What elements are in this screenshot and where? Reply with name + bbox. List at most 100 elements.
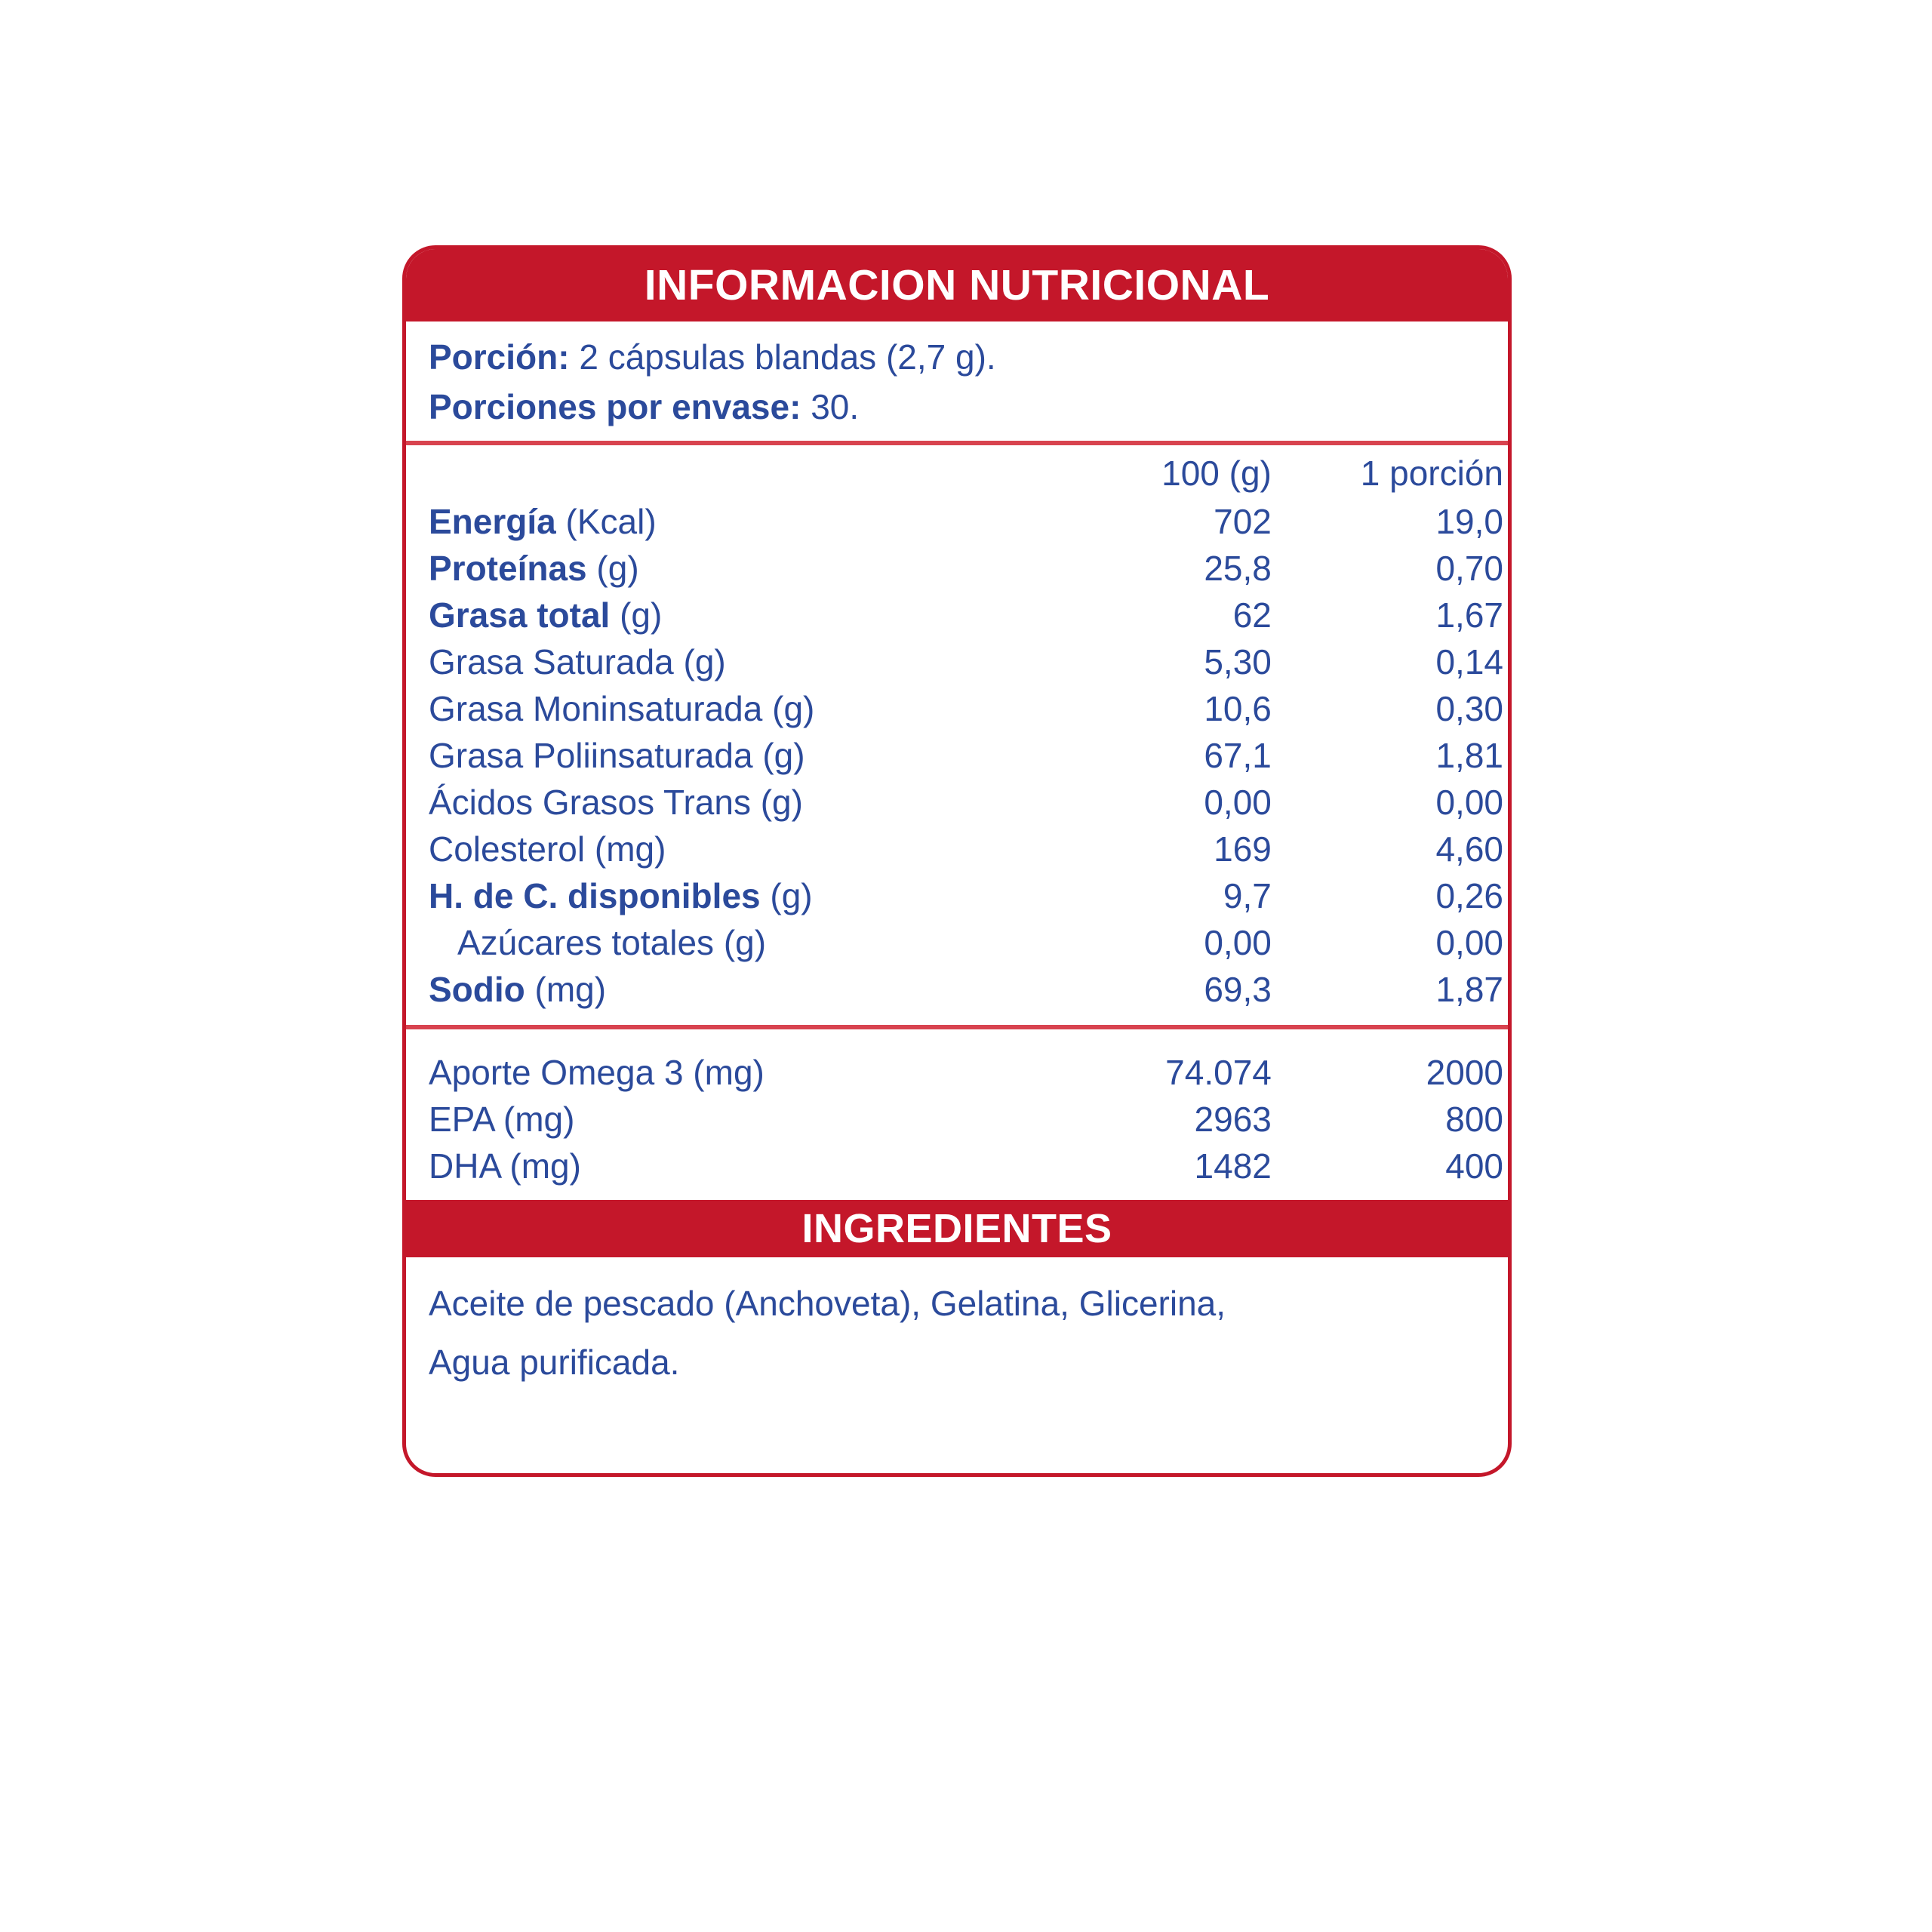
nutrient-name: Energía (Kcal) [406, 498, 1044, 545]
nutrient-key: DHA [429, 1146, 500, 1186]
value-per-portion: 400 [1445, 1146, 1503, 1186]
table-row: Ácidos Grasos Trans (g) 0,00 0,00 [406, 779, 1508, 826]
table-row: DHA (mg) 1482 400 [406, 1143, 1508, 1189]
ingredient-line: Agua purificada. [429, 1343, 680, 1382]
value-per-portion: 19,0 [1435, 502, 1503, 541]
nutrient-unit: (g) [750, 783, 803, 822]
nutrient-name: Sodio (mg) [406, 966, 1044, 1013]
nutrient-unit: (g) [752, 736, 805, 775]
value-per-portion: 0,26 [1435, 876, 1503, 915]
value-per-portion: 0,14 [1435, 642, 1503, 681]
nutrient-unit: (Kcal) [555, 502, 657, 541]
value-per-portion: 2000 [1426, 1053, 1503, 1092]
table-row: Energía (Kcal) 702 19,0 [406, 498, 1508, 545]
nutrient-unit: (mg) [500, 1146, 581, 1186]
nutrient-key: Aporte Omega 3 [429, 1053, 684, 1092]
nutrient-key: Grasa Saturada [429, 642, 674, 681]
nutrient-name: Colesterol (mg) [406, 826, 1044, 872]
nutrient-value-table: 100 (g) 1 porción Energía (Kcal) 702 19,0 P… [406, 448, 1508, 1013]
table-row: Grasa total (g) 62 1,67 [406, 592, 1508, 638]
nutrient-key: Energía [429, 502, 556, 541]
value-per-100g: 25,8 [1204, 549, 1272, 588]
value-per-portion: 4,60 [1435, 829, 1503, 869]
servings-per-container-label: Porciones por envase: [429, 387, 801, 426]
nutrient-key: Grasa Moninsaturada [429, 689, 763, 728]
value-per-portion: 0,00 [1435, 923, 1503, 962]
value-per-100g: 1482 [1194, 1146, 1272, 1186]
nutrient-key: Ácidos Grasos Trans [429, 783, 751, 822]
value-per-100g: 62 [1232, 595, 1272, 635]
serving-information: Porción: 2 cápsulas blandas (2,7 g). Por… [406, 321, 1508, 445]
nutrient-unit: (mg) [585, 829, 666, 869]
nutrient-unit: (g) [760, 876, 813, 915]
ingredients-banner-title: INGREDIENTES [406, 1200, 1508, 1257]
value-per-100g: 10,6 [1204, 689, 1272, 728]
nutrient-key: Colesterol [429, 829, 586, 869]
nutrient-name: Proteínas (g) [406, 545, 1044, 592]
nutrient-key: Proteínas [429, 549, 587, 588]
value-per-100g: 74.074 [1165, 1053, 1272, 1092]
nutrient-name: Grasa Saturada (g) [406, 638, 1044, 685]
nutrient-key: Sodio [429, 970, 525, 1009]
servings-per-container-value: 30. [811, 387, 860, 426]
table-header-row: 100 (g) 1 porción [406, 448, 1508, 498]
nutrient-unit: (mg) [494, 1100, 575, 1139]
nutrient-rows: Energía (Kcal) 702 19,0 Proteínas (g) 25,8 0,… [406, 498, 1508, 1013]
column-header-name [406, 448, 1044, 498]
ingredient-line: Aceite de pescado (Anchoveta), Gelatina,… [429, 1284, 1226, 1323]
nutrient-name: Grasa Poliinsaturada (g) [406, 732, 1044, 779]
column-header-per-portion: 1 porción [1360, 454, 1503, 493]
nutrient-unit: (g) [714, 923, 767, 962]
value-per-portion: 0,70 [1435, 549, 1503, 588]
nutrient-name: H. de C. disponibles (g) [406, 872, 1044, 919]
nutrient-name: Grasa total (g) [406, 592, 1044, 638]
value-per-portion: 1,81 [1435, 736, 1503, 775]
nutrient-key: Grasa Poliinsaturada [429, 736, 753, 775]
table-row: Proteínas (g) 25,8 0,70 [406, 545, 1508, 592]
nutrient-key: EPA [429, 1100, 494, 1139]
omega-table: Aporte Omega 3 (mg) 74.074 2000 EPA (mg) 296… [406, 1029, 1508, 1200]
value-per-100g: 2963 [1194, 1100, 1272, 1139]
servings-per-container-line: Porciones por envase: 30. [429, 382, 1508, 432]
omega-rows: Aporte Omega 3 (mg) 74.074 2000 EPA (mg) 296… [406, 1049, 1508, 1189]
table-row: Colesterol (mg) 169 4,60 [406, 826, 1508, 872]
table-row: Sodio (mg) 69,3 1,87 [406, 966, 1508, 1013]
portion-value: 2 cápsulas blandas (2,7 g). [579, 337, 996, 377]
value-per-100g: 67,1 [1204, 736, 1272, 775]
value-per-100g: 69,3 [1204, 970, 1272, 1009]
table-row: EPA (mg) 2963 800 [406, 1096, 1508, 1143]
table-row: Grasa Moninsaturada (g) 10,6 0,30 [406, 685, 1508, 732]
table-row: Aporte Omega 3 (mg) 74.074 2000 [406, 1049, 1508, 1096]
table-row: Azúcares totales (g) 0,00 0,00 [406, 919, 1508, 966]
nutrient-key: Azúcares totales [457, 923, 715, 962]
value-per-portion: 0,00 [1435, 783, 1503, 822]
table-row: H. de C. disponibles (g) 9,7 0,26 [406, 872, 1508, 919]
ingredients-list: Aceite de pescado (Anchoveta), Gelatina,… [406, 1257, 1508, 1392]
nutrient-name: Aporte Omega 3 (mg) [406, 1049, 1044, 1096]
nutrient-key: Grasa total [429, 595, 611, 635]
table-row: Grasa Saturada (g) 5,30 0,14 [406, 638, 1508, 685]
value-per-100g: 9,7 [1223, 876, 1272, 915]
nutrient-table: 100 (g) 1 porción Energía (Kcal) 702 19,0 P… [406, 445, 1508, 1029]
portion-line: Porción: 2 cápsulas blandas (2,7 g). [429, 332, 1508, 382]
nutrient-name: EPA (mg) [406, 1096, 1044, 1143]
value-per-portion: 800 [1445, 1100, 1503, 1139]
nutrient-key: H. de C. disponibles [429, 876, 761, 915]
table-row: Grasa Poliinsaturada (g) 67,1 1,81 [406, 732, 1508, 779]
column-header-per-100g: 100 (g) [1161, 454, 1272, 493]
value-per-100g: 0,00 [1204, 783, 1272, 822]
nutrient-unit: (mg) [525, 970, 607, 1009]
nutrient-name: Azúcares totales (g) [406, 919, 1044, 966]
nutrient-name: DHA (mg) [406, 1143, 1044, 1189]
nutrient-unit: (g) [610, 595, 663, 635]
nutrient-name: Grasa Moninsaturada (g) [406, 685, 1044, 732]
nutrition-banner-title: INFORMACION NUTRICIONAL [406, 249, 1508, 321]
nutrient-unit: (g) [586, 549, 639, 588]
nutrient-unit: (g) [673, 642, 726, 681]
omega-value-table: Aporte Omega 3 (mg) 74.074 2000 EPA (mg) 296… [406, 1049, 1508, 1189]
nutrient-unit: (mg) [683, 1053, 764, 1092]
value-per-portion: 1,87 [1435, 970, 1503, 1009]
value-per-100g: 702 [1214, 502, 1272, 541]
value-per-portion: 1,67 [1435, 595, 1503, 635]
portion-label: Porción: [429, 337, 570, 377]
